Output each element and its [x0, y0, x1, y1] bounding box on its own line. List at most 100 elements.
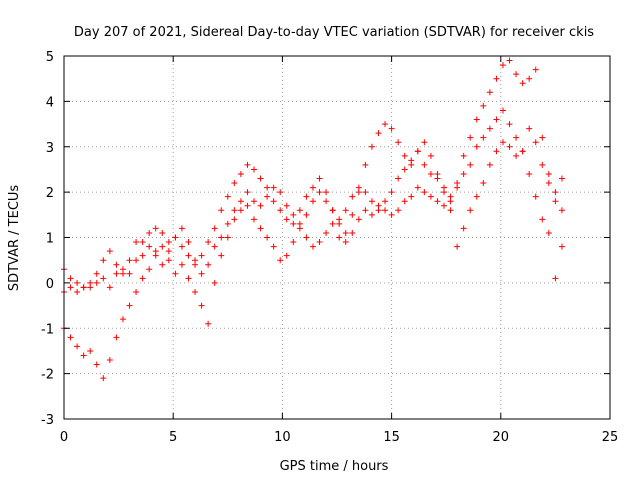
- x-axis-label: GPS time / hours: [280, 459, 389, 474]
- data-point: [165, 257, 172, 264]
- data-point: [244, 161, 251, 168]
- data-point: [74, 343, 81, 350]
- data-point: [447, 198, 454, 205]
- data-point: [486, 125, 493, 132]
- data-point: [316, 175, 323, 182]
- y-tick-label: -3: [41, 413, 54, 428]
- data-point: [198, 252, 205, 259]
- data-point: [139, 252, 146, 259]
- data-point: [139, 275, 146, 282]
- data-point: [113, 261, 120, 268]
- data-point: [237, 170, 244, 177]
- data-point: [303, 193, 310, 200]
- data-point: [67, 284, 74, 291]
- data-point: [362, 189, 369, 196]
- data-point: [80, 352, 87, 359]
- data-point: [198, 270, 205, 277]
- data-point: [513, 152, 520, 159]
- data-point: [106, 284, 113, 291]
- data-point: [277, 189, 284, 196]
- data-point: [499, 62, 506, 69]
- x-tick-label: 15: [383, 430, 400, 445]
- data-point: [486, 161, 493, 168]
- data-point: [460, 170, 467, 177]
- data-point: [165, 248, 172, 255]
- data-point: [165, 239, 172, 246]
- y-axis-label: SDTVAR / TECUs: [7, 185, 22, 292]
- data-point: [264, 193, 271, 200]
- data-point: [205, 320, 212, 327]
- data-point: [224, 193, 231, 200]
- x-tick-label: 5: [169, 430, 177, 445]
- data-point: [178, 225, 185, 232]
- data-point: [309, 184, 316, 191]
- data-point: [218, 207, 225, 214]
- data-point: [323, 189, 330, 196]
- data-point: [382, 198, 389, 205]
- data-point: [283, 202, 290, 209]
- data-point: [526, 125, 533, 132]
- data-point: [159, 229, 166, 236]
- data-point: [427, 170, 434, 177]
- data-point: [139, 239, 146, 246]
- x-tick-label: 25: [602, 430, 619, 445]
- data-point: [192, 257, 199, 264]
- data-point: [493, 116, 500, 123]
- data-point: [545, 180, 552, 187]
- data-point: [93, 270, 100, 277]
- data-point: [349, 193, 356, 200]
- series-1: [61, 57, 565, 295]
- data-point: [441, 189, 448, 196]
- data-point: [205, 239, 212, 246]
- data-point: [408, 193, 415, 200]
- data-point: [87, 347, 94, 354]
- data-point: [539, 161, 546, 168]
- data-point: [473, 143, 480, 150]
- data-point: [329, 207, 336, 214]
- data-point: [427, 152, 434, 159]
- data-point: [270, 184, 277, 191]
- data-point: [395, 139, 402, 146]
- data-point: [133, 288, 140, 295]
- data-points: [61, 57, 565, 382]
- data-point: [231, 207, 238, 214]
- data-point: [152, 225, 159, 232]
- data-point: [290, 220, 297, 227]
- data-point: [106, 248, 113, 255]
- y-tick-label: -2: [41, 368, 54, 383]
- data-point: [178, 243, 185, 250]
- data-point: [342, 207, 349, 214]
- data-point: [558, 207, 565, 214]
- data-point: [133, 239, 140, 246]
- data-point: [244, 202, 251, 209]
- data-point: [401, 198, 408, 205]
- y-tick-label: 3: [46, 141, 54, 156]
- data-point: [539, 134, 546, 141]
- data-point: [93, 279, 100, 286]
- y-tick-label: 0: [46, 277, 54, 292]
- data-point: [368, 211, 375, 218]
- data-point: [224, 220, 231, 227]
- data-point: [526, 170, 533, 177]
- data-point: [467, 134, 474, 141]
- y-tick-label: 1: [46, 232, 54, 247]
- data-point: [375, 202, 382, 209]
- data-point: [251, 216, 258, 223]
- data-point: [133, 257, 140, 264]
- y-tick-labels: -3 -2 -1 0 1 2 3 4 5: [41, 50, 54, 428]
- data-point: [303, 211, 310, 218]
- data-point: [382, 121, 389, 128]
- data-point: [329, 220, 336, 227]
- data-point: [486, 89, 493, 96]
- data-point: [218, 234, 225, 241]
- data-point: [126, 302, 133, 309]
- data-point: [316, 239, 323, 246]
- data-point: [290, 239, 297, 246]
- data-point: [467, 207, 474, 214]
- data-point: [126, 270, 133, 277]
- data-point: [185, 252, 192, 259]
- data-point: [473, 193, 480, 200]
- data-point: [296, 225, 303, 232]
- data-point: [231, 180, 238, 187]
